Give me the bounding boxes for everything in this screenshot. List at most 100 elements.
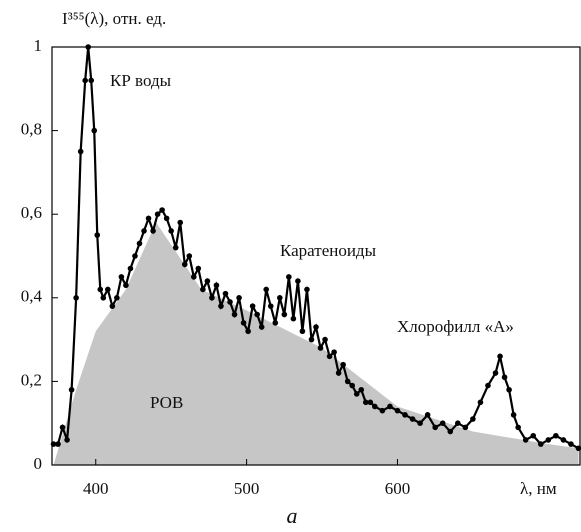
marker (349, 382, 356, 389)
marker (105, 286, 111, 293)
marker (64, 437, 70, 443)
marker (97, 286, 104, 293)
caption: а (287, 503, 298, 528)
marker (231, 311, 238, 318)
x-tick-label: 600 (385, 479, 411, 498)
marker (218, 303, 224, 309)
marker (249, 303, 256, 309)
marker (358, 386, 365, 393)
marker (304, 286, 310, 293)
marker (77, 148, 84, 155)
marker (372, 403, 378, 410)
y-tick-label: 0 (34, 454, 43, 473)
marker (522, 437, 529, 443)
marker (163, 215, 170, 222)
y-tick-label: 0,6 (21, 203, 42, 222)
marker (537, 441, 544, 447)
x-tick-label: 500 (234, 479, 260, 498)
marker (181, 261, 188, 268)
marker (317, 345, 324, 351)
marker (177, 219, 184, 226)
marker (299, 328, 306, 335)
marker (118, 274, 125, 280)
area (53, 222, 579, 465)
marker (462, 424, 469, 431)
marker (560, 437, 567, 443)
annotation: Каратеноиды (280, 241, 377, 260)
y-tick-label: 0,2 (21, 370, 42, 389)
marker (432, 424, 438, 431)
y-axis-label: I³⁵⁵(λ), отн. ед. (62, 9, 166, 28)
marker (200, 286, 206, 293)
marker (497, 353, 503, 360)
marker (379, 407, 386, 414)
marker (132, 253, 138, 259)
x-axis-label: λ, нм (520, 479, 557, 498)
marker (209, 295, 215, 301)
marker (240, 320, 247, 326)
marker (506, 386, 512, 393)
marker (322, 336, 328, 343)
marker (168, 228, 174, 234)
marker (367, 399, 374, 406)
marker (204, 278, 211, 284)
marker (290, 315, 297, 322)
marker (263, 286, 270, 293)
marker (344, 378, 351, 385)
marker (100, 295, 107, 301)
marker (94, 232, 101, 238)
marker (424, 412, 431, 418)
y-tick-label: 0,8 (21, 120, 42, 139)
marker (409, 416, 416, 422)
marker (154, 211, 161, 217)
marker (439, 420, 446, 427)
marker (362, 399, 369, 406)
marker (545, 437, 552, 443)
annotation: КР воды (110, 71, 172, 90)
marker (477, 399, 484, 406)
marker (73, 295, 79, 301)
marker (272, 320, 279, 326)
marker (186, 253, 193, 259)
marker (136, 240, 143, 247)
marker (455, 420, 461, 427)
marker (568, 441, 574, 447)
marker (308, 336, 315, 343)
plot-area (50, 44, 581, 465)
marker (55, 441, 61, 447)
marker (417, 420, 423, 427)
marker (227, 299, 233, 305)
marker (91, 127, 98, 134)
marker (485, 382, 491, 389)
marker (114, 295, 120, 301)
marker (402, 412, 408, 418)
marker (213, 282, 220, 289)
marker (313, 324, 319, 330)
marker (447, 428, 454, 435)
marker (172, 244, 179, 251)
marker (470, 416, 476, 422)
marker (492, 370, 499, 376)
marker (109, 303, 116, 309)
marker (394, 407, 401, 414)
marker (159, 207, 165, 213)
marker (281, 311, 288, 318)
marker (267, 303, 274, 309)
marker (276, 295, 283, 301)
marker (553, 432, 559, 439)
annotation: Хлорофилл «А» (397, 317, 514, 336)
marker (82, 77, 88, 84)
marker (59, 424, 66, 431)
marker (530, 432, 537, 439)
marker (295, 278, 301, 284)
marker (254, 311, 260, 318)
marker (123, 282, 129, 289)
marker (326, 353, 333, 360)
marker (258, 324, 265, 330)
y-tick-label: 0,4 (21, 287, 43, 306)
marker (141, 228, 147, 234)
marker (331, 349, 337, 355)
plot-frame (51, 46, 581, 466)
marker (68, 386, 75, 393)
